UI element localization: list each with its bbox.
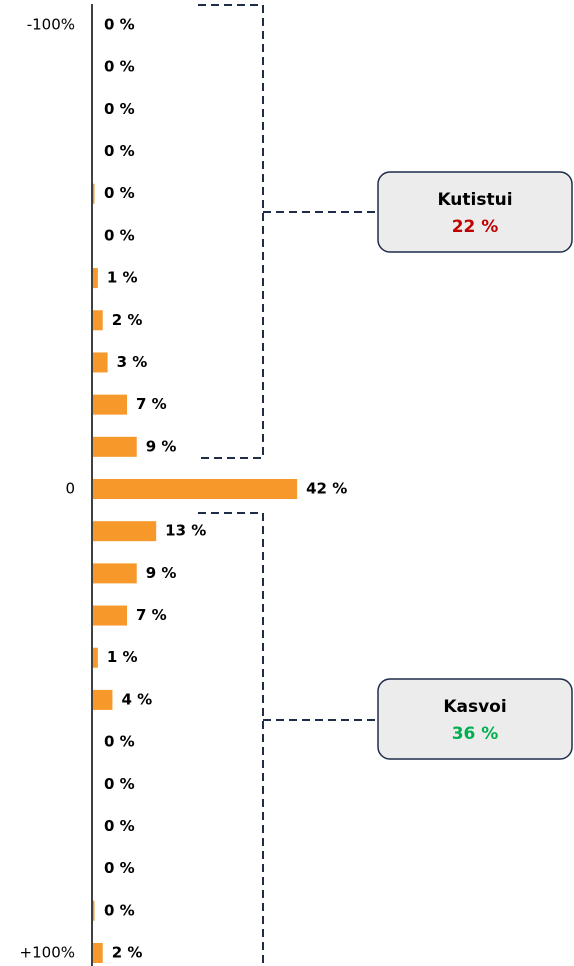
annotation-label: Kasvoi (443, 697, 506, 717)
bar (93, 183, 95, 204)
bar (93, 436, 137, 457)
value-label: 42 % (306, 480, 347, 498)
value-label: 0 % (104, 775, 135, 793)
bar (93, 647, 98, 668)
y-tick-label: +100% (20, 944, 75, 962)
value-label: 4 % (121, 690, 152, 708)
value-label: 2 % (112, 944, 143, 962)
value-label: 7 % (136, 606, 167, 624)
y-tick-label: 0 (65, 480, 75, 498)
value-label: 0 % (104, 100, 135, 118)
value-label: 2 % (112, 311, 143, 329)
value-label: 0 % (104, 817, 135, 835)
value-label: 0 % (104, 733, 135, 751)
bar (93, 689, 113, 710)
value-label: 0 % (104, 859, 135, 877)
y-tick-label: -100% (27, 16, 75, 34)
bar (93, 943, 103, 963)
value-label: 0 % (104, 901, 135, 919)
value-label: 1 % (107, 648, 138, 666)
bar (93, 563, 137, 584)
value-label: 0 % (104, 58, 135, 76)
annotation-value: 36 % (452, 724, 499, 744)
value-label: 9 % (146, 564, 177, 582)
annotation-label: Kutistui (437, 190, 512, 210)
annotation-value: 22 % (452, 217, 499, 237)
value-label: 0 % (104, 184, 135, 202)
bracket (198, 4, 378, 966)
value-label: 7 % (136, 395, 167, 413)
bar (93, 310, 103, 331)
bar (93, 900, 95, 921)
bar (93, 479, 298, 499)
bar (93, 605, 128, 626)
value-label: 0 % (104, 226, 135, 244)
value-label: 13 % (165, 522, 206, 540)
bar (93, 352, 108, 373)
bar (93, 521, 157, 542)
annotation-box (377, 171, 573, 253)
bar (93, 394, 128, 415)
annotation-box (377, 678, 573, 760)
bar (93, 268, 98, 289)
value-label: 0 % (104, 16, 135, 34)
value-label: 9 % (146, 437, 177, 455)
value-label: 3 % (117, 353, 148, 371)
value-label: 1 % (107, 269, 138, 287)
value-label: 0 % (104, 142, 135, 160)
